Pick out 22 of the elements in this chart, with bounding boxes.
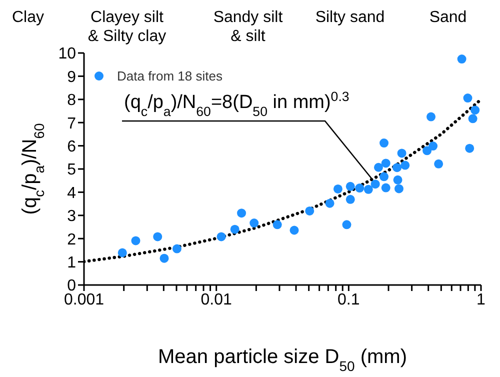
legend-label: Data from 18 sites [117,68,223,84]
x-tick-label: 0.01 [200,291,232,308]
y-tick-label: 2 [67,231,76,248]
y-tick-label: 9 [67,68,76,86]
y-tick-label: 8 [67,92,76,110]
text: Clay [12,9,44,26]
text: Silty sand [315,9,385,26]
x-tick-label: 0.1 [338,291,360,308]
text: Sand [429,9,467,26]
y-tick-label: 7 [67,115,76,132]
x-axis-title: Mean particle size D$_{50}$ (mm) [158,346,407,374]
y-tick-label: 5 [67,162,76,179]
y-tick-label: 3 [67,208,76,226]
y-tick-label: 1 [67,254,76,272]
text: (q$_{c}$/p$_{a}$)/N$_{60}$=8(D$_{50}$ in mm)$^{0.3}$ [124,88,350,118]
text: Sandy silt & silt [213,9,284,45]
y-tick-label: 6 [67,138,76,156]
y-tick-label: 4 [67,184,76,202]
y-tick-label: 10 [58,46,76,63]
x-tick-label: 1 [476,291,486,308]
text: Clayey silt & Silty clay [88,9,166,45]
x-tick-label: 0.001 [64,291,104,308]
